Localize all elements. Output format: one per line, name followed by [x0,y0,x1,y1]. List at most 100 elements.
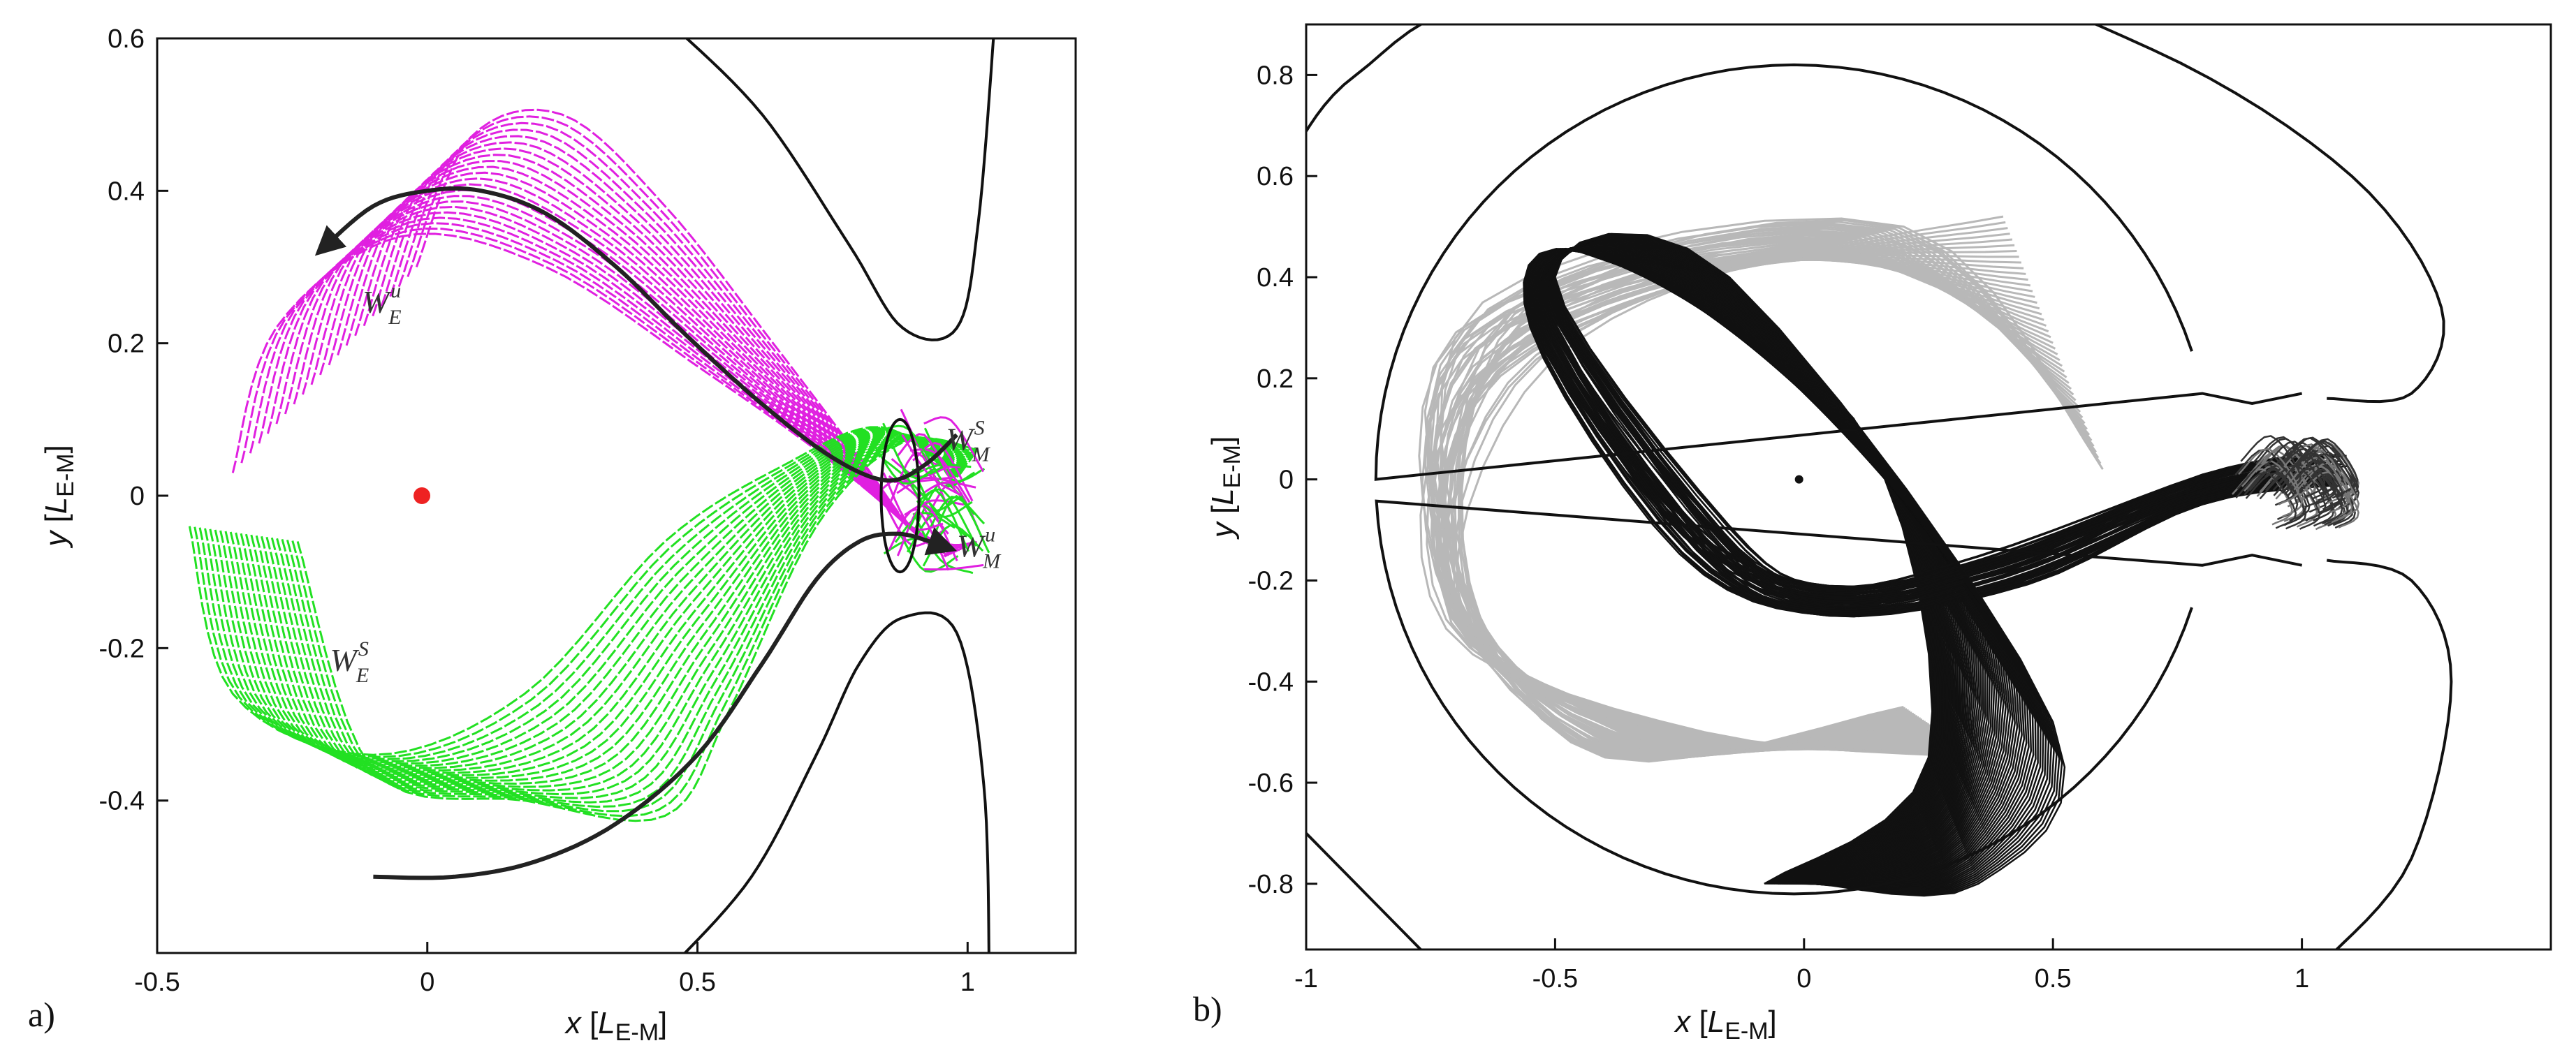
transfer-trajectory-a [314,186,958,880]
earth-marker [1794,475,1803,484]
manifold-tangle [908,489,969,552]
stable-manifold-curve [214,429,963,767]
axis-ticks-a: -0.5 0 0.5 1 -0.4 -0.2 0 0.2 0.4 0.6 [99,24,975,997]
stable-manifold-curve [235,432,967,776]
manifold-tangle [889,451,951,512]
stable-manifold-curve [204,428,961,763]
stable-manifold-curve [250,434,970,785]
manifold-tangle [923,416,985,473]
x-axis-unit-sub-b: E-M [1725,1018,1768,1044]
x-axis-unit-b: L [1708,1005,1725,1039]
y-tick-label: 0.4 [108,177,145,206]
stable-manifold-curve [188,426,958,756]
axis-ticks-b: -1 -0.5 0 0.5 1 -0.8 -0.6 -0.4 -0.2 0 0.2 0.4 0.6 0.8 [1248,61,2310,993]
manifold-tangle [902,468,963,512]
y-tick-label: -0.2 [1248,566,1294,596]
x-tick-label: -0.5 [134,968,180,997]
trajectory-cluster [2264,464,2327,522]
panel-label-a: a) [28,995,55,1034]
zero-velocity-curves-a [682,38,995,953]
y-tick-label: 0.2 [108,330,145,359]
unstable-manifold-curve [249,222,950,556]
trajectory-curve [1549,237,2313,885]
trajectory-cluster [2245,472,2307,530]
zero-velocity-curve [1374,63,2302,481]
manifold-tangle [924,563,984,571]
manifold-tangle [896,433,958,494]
trajectory-cluster [2298,462,2360,520]
manifold-label: WS M [946,417,990,466]
y-axis-unit-sub-a: E-M [52,453,79,496]
zero-velocity-curve [682,611,990,953]
trajectory-curve [1554,232,2302,897]
x-tick-label: -1 [1294,964,1318,993]
secondary-trajectory [1442,215,2004,759]
y-tick-label: -0.4 [1248,667,1294,697]
trajectory-curve [1553,232,2304,895]
y-tick-label: -0.6 [1248,769,1294,798]
trajectory-curve [1526,247,2348,885]
panel-b: -1 -0.5 0 0.5 1 -0.8 -0.6 -0.4 -0.2 0 0.2 0.4 0.6 0.8… [1193,23,2552,1044]
x-axis-var-b: x [1674,1005,1692,1039]
trajectory-cluster [2282,436,2344,494]
trajectory-cluster [2235,471,2297,529]
trajectory-curve [1553,233,2304,894]
transfer-trajectory-upper [314,186,958,483]
plot-frame-b [1305,23,2552,951]
y-tick-label: -0.4 [99,787,145,816]
y-axis-var-a: y [39,529,73,549]
transfer-trajectory-lower [373,527,958,880]
lyapunov-orbit [879,418,921,574]
y-axis-unit-b: L [1206,488,1240,505]
y-axis-var-b: y [1206,520,1240,540]
trajectory-cluster [2282,452,2344,510]
manifold-tangle [901,434,963,497]
manifold-tangle [916,488,978,547]
x-tick-label: 0 [1796,964,1811,993]
stable-manifold-curve [224,431,965,772]
earth-marker [414,487,431,504]
trajectory-cluster [2238,448,2300,505]
trajectory-curve [1551,236,2308,889]
trajectory-curve [1544,240,2321,885]
stable-manifold-curve [229,431,966,774]
y-tick-label: 0.8 [1257,61,1294,90]
unstable-manifold-curve [337,165,965,549]
y-tick-label: -0.2 [99,634,145,663]
trajectory-curve [1549,237,2313,885]
manifold-label: WS E [330,637,369,687]
trajectory-curve [1542,242,2325,885]
x-tick-label: -0.5 [1532,964,1578,993]
unstable-manifold-curve [258,216,951,556]
y-axis-unit-sub-b: E-M [1219,445,1245,488]
trajectory-cluster [2264,441,2326,498]
manifold-annotations-a: Wu E WS E WS M Wu M [330,279,1002,687]
x-tick-label: 0 [420,968,434,997]
x-tick-label: 0.5 [679,968,716,997]
trajectory-curve [1545,240,2320,885]
panel-label-b: b) [1193,989,1222,1028]
x-axis-var-a: x [564,1006,583,1040]
y-axis-unit-a: L [39,497,73,514]
x-tick-label: 1 [960,968,975,997]
stable-manifold-curve [240,433,968,779]
manifold-label: Wu M [957,523,1002,572]
trajectory-curves-b [1418,215,2360,897]
trajectory-cluster [2279,457,2341,515]
trajectory-curve [1544,241,2322,885]
unstable-manifold-curve [310,183,960,552]
trajectory-cluster [2297,438,2359,496]
manifold-tangle [898,530,959,573]
manifold-tangle [896,476,957,494]
y-axis-label-a: y [LE-M] [39,445,79,549]
y-tick-label: 0.6 [1257,162,1294,191]
trajectory-curve [1552,235,2306,892]
x-axis-label-b: x [LE-M] [1674,1005,1777,1044]
stable-manifold-curve [193,427,959,758]
trajectory-curve [1534,246,2338,885]
panel-a: -0.5 0 0.5 1 -0.4 -0.2 0 0.2 0.4 0.6 Wu E WS E WS M Wu M… [28,24,1077,1046]
unstable-manifold-curve [231,232,947,558]
x-axis-label-a: x [LE-M] [564,1006,668,1046]
trajectory-cluster [2264,450,2326,508]
